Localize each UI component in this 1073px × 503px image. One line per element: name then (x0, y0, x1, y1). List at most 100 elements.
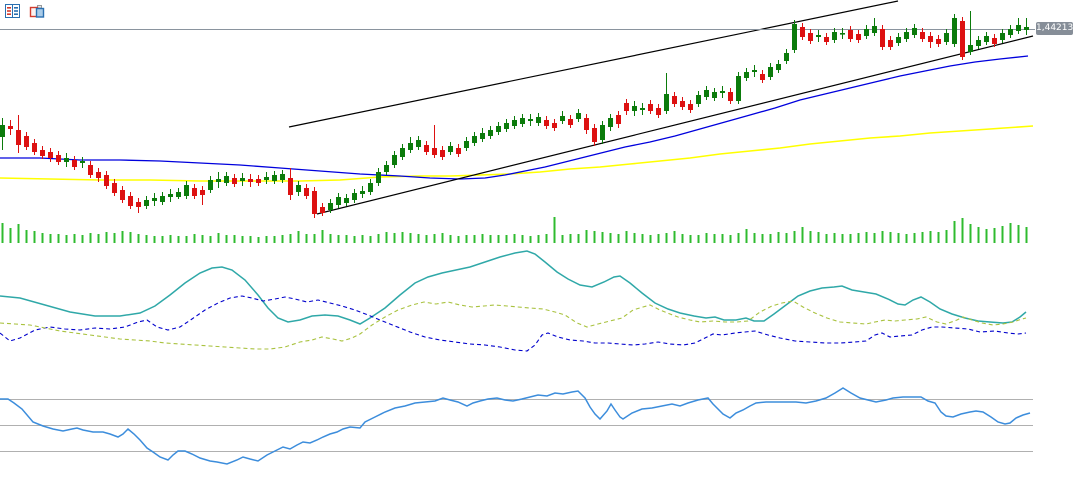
quote-list-icon[interactable] (4, 3, 21, 19)
candle-body (128, 196, 133, 206)
candle-body (736, 76, 741, 101)
candle-body (912, 28, 917, 35)
candle-body (24, 136, 29, 147)
candle-body (832, 32, 837, 40)
candle-body (320, 207, 325, 213)
candle-body (808, 33, 813, 41)
candle-body (568, 119, 573, 125)
candle-body (344, 198, 349, 203)
candle-body (704, 90, 709, 97)
candle-body (272, 175, 277, 181)
candle-body (984, 36, 989, 42)
candle-body (288, 178, 293, 195)
candle-body (968, 45, 973, 52)
candle-body (144, 200, 149, 206)
price-tag: 1,44213 (1036, 22, 1073, 35)
candle-body (888, 40, 893, 47)
candle-body (392, 155, 397, 165)
candle-body (592, 128, 597, 142)
candle-body (672, 96, 677, 104)
candle-body (88, 165, 93, 175)
candle-body (856, 34, 861, 40)
quote-list-icon-glyph (5, 4, 20, 18)
candle-body (992, 38, 997, 44)
candle-body (0, 125, 5, 137)
candle-body (488, 130, 493, 136)
candle-body (584, 118, 589, 130)
candle-body (408, 143, 413, 150)
trendline-lower (316, 35, 1034, 215)
candles (0, 11, 1029, 218)
candle-body (608, 118, 613, 127)
candle-body (104, 175, 109, 186)
candle-body (424, 145, 429, 152)
candle-body (40, 150, 45, 156)
candle-body (576, 113, 581, 119)
candle-body (512, 120, 517, 126)
candle-body (456, 148, 461, 154)
candle-body (616, 115, 621, 124)
candle-body (624, 103, 629, 111)
candle-body (648, 104, 653, 111)
candle-body (864, 29, 869, 36)
candle-body (480, 133, 485, 139)
candle-body (816, 35, 821, 37)
candle-body (336, 197, 341, 205)
tile-windows-icon[interactable] (28, 3, 45, 19)
candle-body (768, 67, 773, 77)
candle-body (328, 203, 333, 210)
candle-body (472, 136, 477, 143)
candle-body (896, 37, 901, 43)
candle-body (504, 123, 509, 129)
candle-body (1008, 29, 1013, 35)
candle-body (824, 37, 829, 42)
candle-body (800, 27, 805, 37)
candle-body (64, 158, 69, 162)
candle-body (720, 91, 725, 93)
candle-body (312, 191, 317, 214)
candle-body (544, 120, 549, 126)
candle-body (680, 101, 685, 107)
candle-body (1016, 25, 1021, 31)
candle-body (112, 183, 117, 193)
candle-body (848, 30, 853, 39)
candle-body (368, 183, 373, 192)
candle-body (264, 177, 269, 180)
candle-body (96, 172, 101, 178)
candle-body (952, 18, 957, 44)
candle-body (120, 190, 125, 200)
candle-body (192, 188, 197, 196)
candle-body (176, 192, 181, 197)
candle-body (784, 53, 789, 61)
candle-body (960, 21, 965, 57)
candle-body (8, 126, 13, 129)
candle-body (80, 161, 85, 163)
candle-body (712, 92, 717, 98)
candle-body (744, 72, 749, 78)
candle-body (184, 185, 189, 196)
candle-body (776, 64, 781, 70)
candle-body (160, 196, 165, 202)
candle-body (664, 94, 669, 111)
candle-body (840, 33, 845, 35)
candle-body (200, 190, 205, 195)
candle-body (448, 146, 453, 152)
candle-body (352, 193, 357, 200)
ma-blue-line (0, 55, 1029, 180)
candle-body (256, 179, 261, 183)
candle-body (56, 155, 61, 162)
candle-body (936, 39, 941, 44)
candle-body (872, 26, 877, 33)
candle-body (240, 178, 245, 181)
candle-body (600, 125, 605, 140)
candle-body (72, 160, 77, 167)
dmi-oscillator (0, 250, 1027, 352)
candle-body (296, 185, 301, 192)
candle-body (208, 180, 213, 190)
candle-body (976, 40, 981, 46)
candle-body (640, 108, 645, 110)
candle-body (136, 202, 141, 207)
candle-body (360, 191, 365, 194)
